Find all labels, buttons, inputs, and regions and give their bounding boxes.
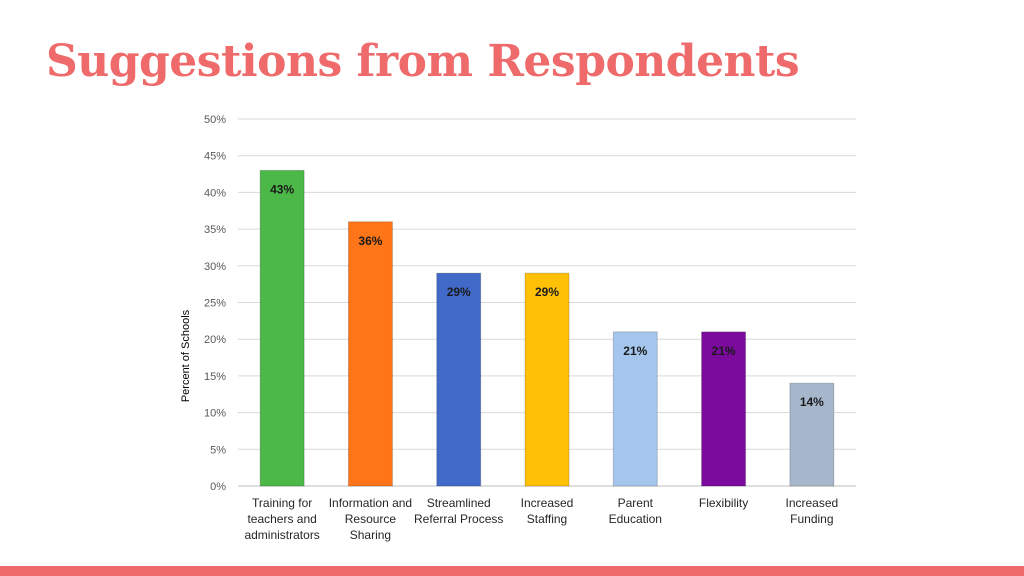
data-label: 29% [447,285,471,299]
y-tick-label: 35% [204,224,226,236]
x-tick-label: Sharing [350,528,391,542]
y-tick-label: 45% [204,151,226,163]
page-title: Suggestions from Respondents [46,36,800,87]
footer-accent-bar [0,566,1024,576]
y-tick-label: 5% [210,444,226,456]
x-tick-label: administrators [244,528,319,542]
data-label: 29% [535,285,559,299]
y-tick-label: 25% [204,298,226,310]
y-tick-label: 15% [204,371,226,383]
x-tick-label: Training for [252,496,312,510]
data-label: 43% [270,182,294,196]
bar [789,382,835,487]
x-tick-label: Streamlined [427,496,491,510]
x-tick-label: Resource [345,512,397,526]
bar [259,169,305,487]
data-label: 36% [358,234,382,248]
x-tick-label: teachers and [247,512,316,526]
data-label: 21% [712,344,736,358]
y-tick-label: 20% [204,334,226,346]
y-tick-label: 30% [204,261,226,273]
x-tick-label: Education [609,512,662,526]
bar [612,331,658,487]
bar [347,221,393,487]
data-label: 21% [623,344,647,358]
data-label: 14% [800,395,824,409]
x-tick-label: Parent [618,496,654,510]
x-tick-label: Funding [790,512,833,526]
x-tick-label: Increased [786,496,839,510]
y-tick-label: 40% [204,187,226,199]
x-tick-label: Information and [329,496,412,510]
x-tick-label: Referral Process [414,512,503,526]
y-tick-label: 50% [204,114,226,126]
bar [701,331,747,487]
x-tick-label: Flexibility [699,496,748,510]
x-tick-label: Increased [521,496,574,510]
bar [524,272,570,487]
y-tick-label: 0% [210,481,226,493]
x-tick-label: Staffing [527,512,567,526]
bar [436,272,482,487]
y-tick-label: 10% [204,408,226,420]
